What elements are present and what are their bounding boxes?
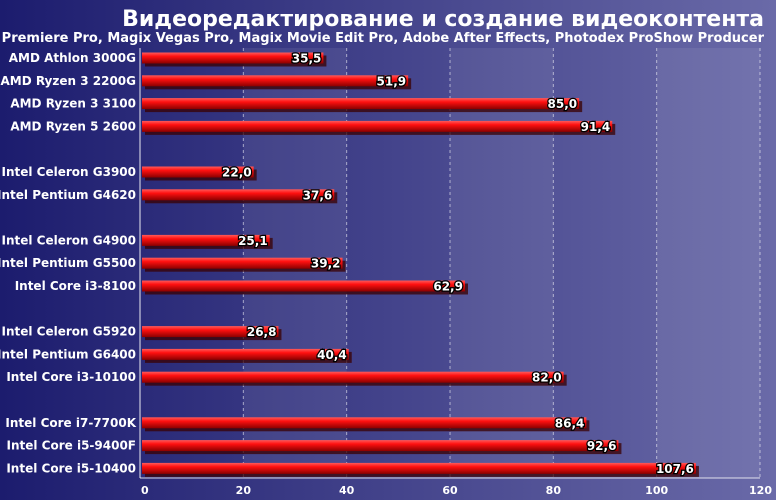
category-label: Intel Pentium G5500 bbox=[0, 256, 136, 270]
bar bbox=[142, 234, 270, 246]
bars: 35,5 51,9 85,091,4 22,0 37,6 25,1 39,2 62,9 26,8… bbox=[142, 50, 699, 477]
bar bbox=[142, 280, 465, 292]
x-tick-label: 120 bbox=[749, 484, 772, 497]
plot-band bbox=[450, 48, 554, 478]
category-label: AMD Ryzen 5 2600 bbox=[10, 119, 136, 133]
bar bbox=[142, 98, 580, 110]
x-tick-label: 100 bbox=[645, 484, 668, 497]
bar bbox=[142, 462, 696, 474]
grid-lines bbox=[139, 48, 761, 479]
bar bbox=[142, 440, 619, 452]
value-label: 25,1 bbox=[238, 234, 268, 248]
bar bbox=[142, 120, 613, 132]
bar bbox=[142, 257, 343, 269]
bar bbox=[142, 75, 409, 87]
bar bbox=[142, 189, 335, 201]
x-tick-label: 40 bbox=[339, 484, 355, 497]
bar bbox=[142, 166, 254, 178]
category-labels: AMD Athlon 3000G AMD Ryzen 3 2200G AMD Ryz… bbox=[0, 51, 137, 475]
category-label: Intel Core i5-10400 bbox=[6, 461, 136, 475]
category-label: Intel Core i3-10100 bbox=[6, 370, 136, 384]
category-label: Intel Celeron G3900 bbox=[1, 165, 136, 179]
bar bbox=[142, 348, 349, 360]
value-label: 22,0 bbox=[222, 166, 252, 180]
x-tick-label: 20 bbox=[236, 484, 252, 497]
value-label: 26,8 bbox=[247, 325, 277, 339]
bar bbox=[142, 326, 279, 338]
value-label: 40,4 bbox=[317, 348, 347, 362]
category-label: Intel Celeron G5920 bbox=[1, 325, 136, 339]
value-label: 51,9 bbox=[377, 74, 407, 88]
category-label: Intel Core i5-9400F bbox=[7, 439, 137, 453]
value-label: 35,5 bbox=[292, 52, 322, 66]
category-label: Intel Core i7-7700K bbox=[5, 416, 136, 430]
category-label: AMD Ryzen 3 3100 bbox=[10, 97, 136, 111]
value-label: 86,4 bbox=[555, 416, 585, 430]
value-label: 85,0 bbox=[548, 97, 578, 111]
category-label: Intel Core i3-8100 bbox=[15, 279, 136, 293]
bar bbox=[142, 417, 587, 429]
value-label: 82,0 bbox=[532, 371, 562, 385]
value-label: 107,6 bbox=[656, 462, 694, 476]
value-label: 91,4 bbox=[581, 120, 611, 134]
chart-title: Видеоредактирование и создание видеоконт… bbox=[122, 7, 764, 32]
x-tick-label: 80 bbox=[546, 484, 562, 497]
value-label: 39,2 bbox=[311, 257, 341, 271]
x-tick-label: 0 bbox=[141, 484, 149, 497]
category-label: Intel Pentium G6400 bbox=[0, 347, 136, 361]
plot-band bbox=[656, 48, 760, 478]
bar bbox=[142, 371, 564, 383]
category-label: AMD Ryzen 3 2200G bbox=[0, 74, 136, 88]
category-label: Intel Celeron G4900 bbox=[1, 233, 136, 247]
category-label: AMD Athlon 3000G bbox=[9, 51, 136, 65]
bar bbox=[142, 52, 324, 64]
value-label: 37,6 bbox=[303, 188, 333, 202]
x-tick-label: 60 bbox=[442, 484, 458, 497]
chart-subtitle: Adobe Premiere Pro, Magix Vegas Pro, Mag… bbox=[0, 31, 765, 46]
category-label: Intel Pentium G4620 bbox=[0, 188, 136, 202]
x-axis-ticks: 0 20 40 60 80 100 120 bbox=[141, 484, 772, 497]
value-label: 92,6 bbox=[587, 439, 617, 453]
value-label: 62,9 bbox=[433, 280, 463, 294]
